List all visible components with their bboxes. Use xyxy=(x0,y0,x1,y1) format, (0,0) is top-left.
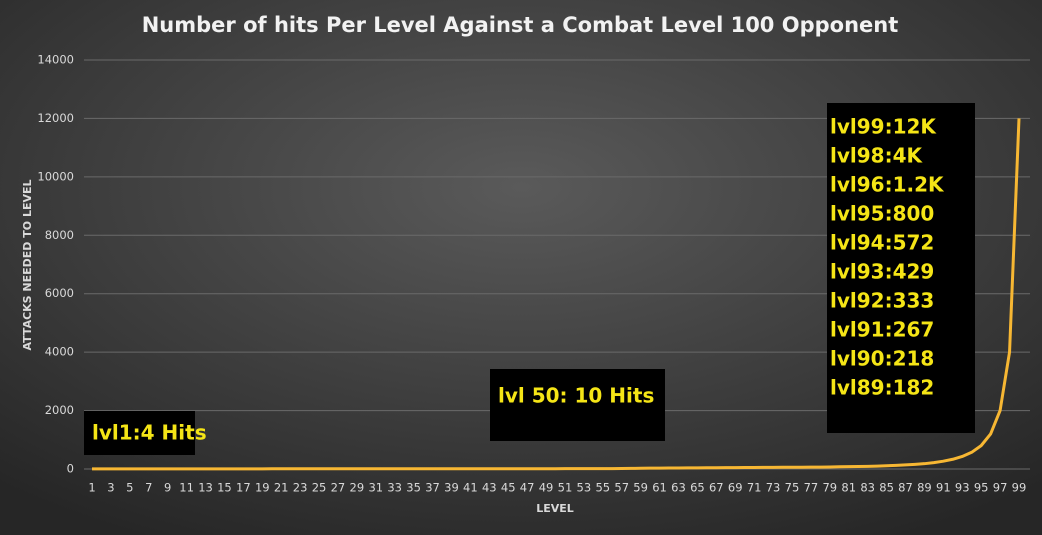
annotation-text: lvl1:4 Hits xyxy=(92,421,207,445)
y-tick-label: 0 xyxy=(67,462,74,476)
x-tick-label: 69 xyxy=(728,481,743,495)
x-tick-label: 77 xyxy=(804,481,819,495)
x-tick-label: 43 xyxy=(482,481,497,495)
y-tick-label: 8000 xyxy=(45,228,74,242)
x-tick-label: 61 xyxy=(652,481,667,495)
x-axis-label: LEVEL xyxy=(536,502,574,515)
x-tick-label: 21 xyxy=(274,481,289,495)
x-tick-label: 63 xyxy=(671,481,686,495)
x-tick-label: 47 xyxy=(520,481,535,495)
x-tick-label: 7 xyxy=(145,481,152,495)
annotation-text: lvl99:12K xyxy=(830,115,937,139)
x-tick-label: 31 xyxy=(368,481,383,495)
x-tick-label: 17 xyxy=(236,481,251,495)
x-tick-label: 81 xyxy=(841,481,856,495)
annotation-text: lvl92:333 xyxy=(830,289,934,313)
annotation-box xyxy=(827,103,975,433)
x-tick-label: 97 xyxy=(993,481,1008,495)
x-tick-label: 29 xyxy=(350,481,365,495)
x-tick-label: 99 xyxy=(1012,481,1027,495)
x-tick-label: 11 xyxy=(179,481,194,495)
x-tick-label: 75 xyxy=(785,481,800,495)
y-axis-label: ATTACKS NEEDED TO LEVEL xyxy=(21,179,34,350)
x-tick-label: 85 xyxy=(879,481,894,495)
x-tick-label: 33 xyxy=(387,481,402,495)
x-tick-label: 35 xyxy=(406,481,421,495)
x-tick-label: 5 xyxy=(126,481,133,495)
annotation-text: lvl91:267 xyxy=(830,318,934,342)
x-tick-label: 13 xyxy=(198,481,213,495)
x-tick-label: 59 xyxy=(633,481,648,495)
x-tick-label: 65 xyxy=(690,481,705,495)
x-tick-label: 89 xyxy=(917,481,932,495)
x-tick-label: 25 xyxy=(312,481,327,495)
x-tick-label: 19 xyxy=(255,481,270,495)
annotation-text: lvl96:1.2K xyxy=(830,173,945,197)
annotation-text: lvl93:429 xyxy=(830,260,934,284)
x-tick-label: 37 xyxy=(425,481,440,495)
x-tick-label: 91 xyxy=(936,481,951,495)
x-tick-label: 3 xyxy=(107,481,114,495)
x-tick-label: 79 xyxy=(822,481,837,495)
x-tick-label: 55 xyxy=(595,481,610,495)
annotation-text: lvl 50: 10 Hits xyxy=(498,384,654,408)
annotation-text: lvl89:182 xyxy=(830,376,934,400)
x-tick-label: 71 xyxy=(747,481,762,495)
annotation-text: lvl98:4K xyxy=(830,144,923,168)
x-tick-label: 45 xyxy=(501,481,516,495)
x-tick-label: 87 xyxy=(898,481,913,495)
y-tick-label: 2000 xyxy=(45,403,74,417)
x-tick-label: 95 xyxy=(974,481,989,495)
annotation-text: lvl94:572 xyxy=(830,231,934,255)
x-tick-label: 39 xyxy=(444,481,459,495)
annotation-box xyxy=(84,411,195,455)
x-tick-label: 23 xyxy=(293,481,308,495)
x-tick-label: 49 xyxy=(539,481,554,495)
x-tick-label: 15 xyxy=(217,481,232,495)
x-tick-label: 41 xyxy=(463,481,478,495)
y-tick-label: 12000 xyxy=(37,111,74,125)
annotation-text: lvl90:218 xyxy=(830,347,934,371)
x-tick-label: 27 xyxy=(331,481,346,495)
annotation-text: lvl95:800 xyxy=(830,202,934,226)
annotation-box xyxy=(490,369,665,441)
x-tick-label: 53 xyxy=(577,481,592,495)
x-tick-label: 67 xyxy=(709,481,724,495)
chart-title: Number of hits Per Level Against a Comba… xyxy=(142,13,899,37)
y-tick-label: 10000 xyxy=(37,169,74,183)
x-tick-label: 57 xyxy=(614,481,629,495)
data-line xyxy=(92,118,1021,471)
x-tick-label: 73 xyxy=(766,481,781,495)
x-tick-label: 51 xyxy=(558,481,573,495)
x-tick-label: 83 xyxy=(860,481,875,495)
x-tick-label: 93 xyxy=(955,481,970,495)
y-tick-label: 4000 xyxy=(45,345,74,359)
y-tick-label: 14000 xyxy=(37,53,74,67)
x-tick-label: 9 xyxy=(164,481,171,495)
y-tick-label: 6000 xyxy=(45,286,74,300)
x-tick-label: 1 xyxy=(88,481,95,495)
